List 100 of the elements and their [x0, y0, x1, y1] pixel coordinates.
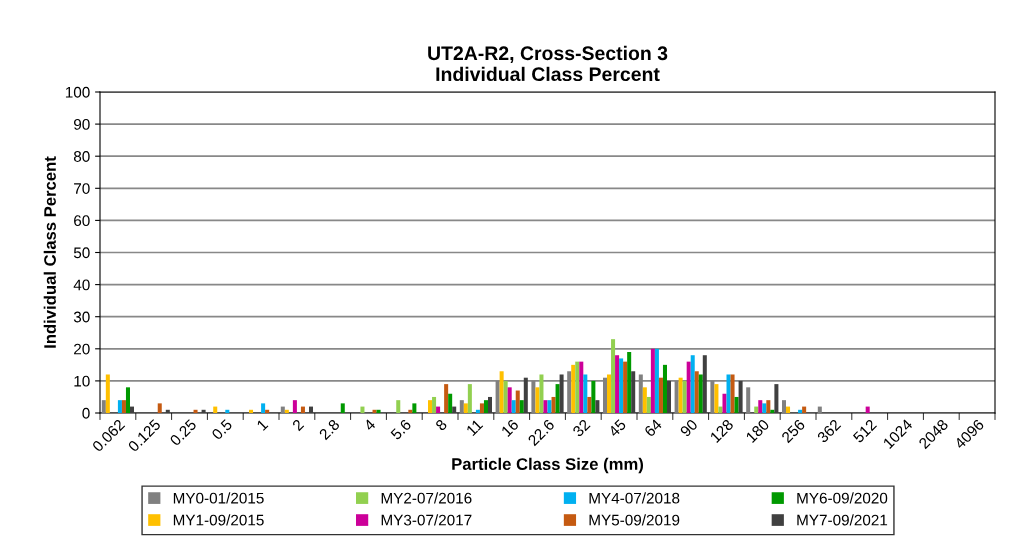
bar [448, 393, 453, 413]
bar [690, 355, 695, 413]
bar [261, 403, 266, 413]
y-tick-label: 20 [74, 343, 90, 355]
legend-label: MY0-01/2015 [173, 492, 264, 504]
bar [607, 374, 612, 413]
x-tick-label: 128 [709, 418, 734, 443]
legend-label: MY2-07/2016 [381, 492, 472, 504]
bar [265, 409, 270, 413]
bar [865, 406, 870, 413]
bar [658, 377, 663, 413]
bar [428, 400, 433, 413]
bar [770, 409, 775, 413]
x-tick-label: 512 [852, 418, 878, 444]
bar [575, 361, 580, 413]
legend-label: MY5-09/2019 [589, 514, 680, 526]
bar [802, 406, 807, 413]
bar [758, 400, 763, 413]
bar [718, 406, 723, 413]
bar [479, 403, 484, 413]
bar [559, 374, 564, 413]
y-tick-label: 30 [73, 311, 90, 323]
bar [157, 403, 162, 413]
y-tick-label: 70 [74, 183, 90, 194]
bar [300, 406, 305, 413]
bar [722, 393, 727, 413]
x-tick-label: 0.5 [210, 418, 233, 441]
bar [781, 400, 787, 413]
bar [292, 400, 297, 413]
bar [125, 387, 130, 413]
bar [662, 364, 667, 413]
x-tick-label: 1 [256, 418, 269, 431]
bar [284, 409, 289, 413]
bar [543, 400, 548, 413]
bar [475, 409, 480, 413]
bar [551, 396, 556, 413]
bar [746, 387, 751, 413]
bar [547, 400, 552, 413]
x-tick-label: 45 [607, 418, 627, 438]
bar [412, 403, 417, 413]
bar [360, 406, 365, 413]
bar [467, 384, 472, 413]
y-tick-label: 80 [73, 151, 90, 162]
bar [101, 400, 106, 413]
chart-title: UT2A-R2, Cross-Section 3 Individual Class Percent [428, 45, 668, 82]
bar [249, 409, 254, 413]
bar [611, 339, 616, 413]
bar [654, 348, 659, 413]
bar [555, 384, 560, 413]
y-tick-label: 10 [74, 375, 90, 387]
legend-label: MY6-09/2020 [797, 492, 888, 504]
bar [730, 374, 735, 413]
bar [129, 406, 135, 413]
x-axis-title: Particle Class Size (mm) [452, 457, 644, 474]
bar [646, 396, 651, 413]
bar [193, 409, 198, 413]
bar [754, 406, 759, 413]
bar [694, 371, 699, 413]
bar [519, 400, 524, 413]
bar [762, 403, 767, 413]
bar [774, 384, 779, 413]
bar [650, 348, 655, 413]
bar [483, 400, 488, 413]
bar [280, 406, 285, 413]
bar [726, 374, 731, 413]
bar [738, 380, 743, 413]
bar [714, 384, 719, 413]
bar [372, 409, 377, 413]
legend-label: MY3-07/2017 [381, 514, 472, 526]
bar [766, 400, 771, 413]
bar [642, 387, 647, 413]
y-tick-label: 50 [73, 247, 90, 259]
bar [105, 374, 110, 413]
bar [507, 387, 512, 413]
bar [686, 361, 691, 413]
y-tick-label: 90 [74, 118, 90, 130]
bar [698, 374, 703, 413]
bar [408, 409, 413, 413]
bar [499, 371, 504, 413]
bar [583, 374, 588, 413]
bar [225, 409, 230, 413]
x-tick-label: 11 [465, 418, 484, 437]
bar [817, 406, 822, 413]
bar [121, 400, 126, 413]
bar [539, 374, 544, 413]
bar [396, 400, 401, 413]
bar [798, 409, 803, 413]
y-tick-label: 40 [73, 279, 90, 291]
bar [615, 355, 620, 413]
bar [591, 380, 596, 413]
bar [678, 377, 683, 413]
y-axis-title: Individual Class Percent [43, 156, 56, 348]
bar [452, 406, 457, 413]
bar [515, 390, 520, 413]
bar [459, 400, 464, 413]
bar [201, 409, 206, 413]
bar [432, 396, 437, 413]
bar [511, 400, 516, 413]
bar [463, 403, 468, 413]
x-tick-label: 8 [434, 418, 448, 432]
